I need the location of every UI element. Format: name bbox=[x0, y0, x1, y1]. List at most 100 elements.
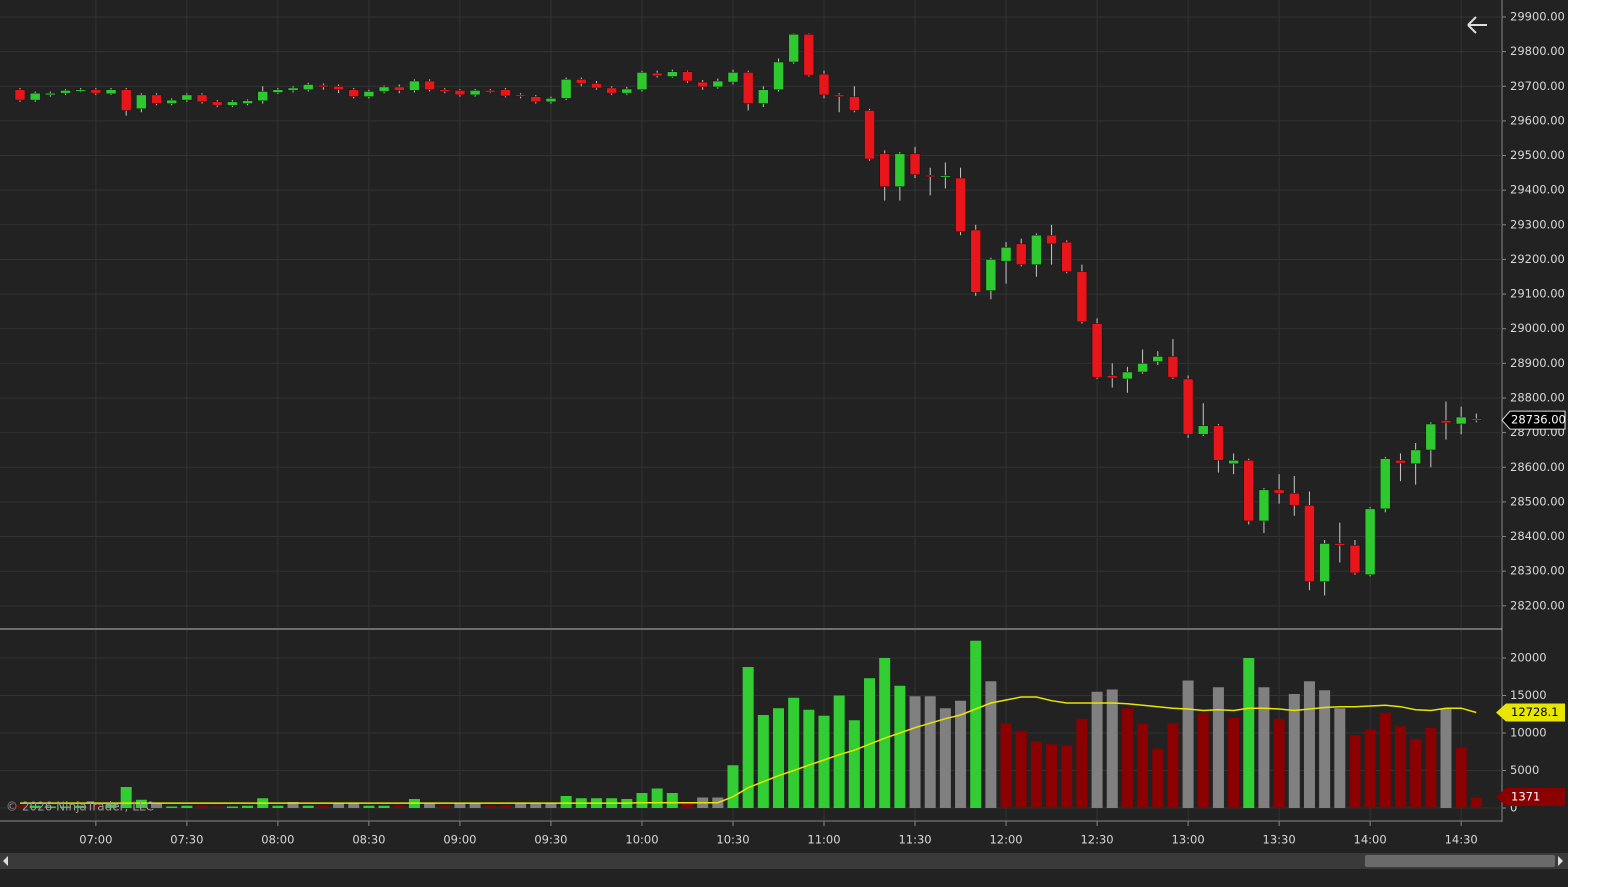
volume-bar bbox=[1455, 747, 1467, 808]
y-tick-label: 5000 bbox=[1510, 763, 1539, 777]
candle-body bbox=[1425, 423, 1437, 451]
candle-body bbox=[1198, 425, 1209, 435]
volume-bar bbox=[773, 708, 784, 808]
candle-body bbox=[788, 34, 799, 63]
x-tick-label: 12:00 bbox=[989, 833, 1022, 847]
y-tick-label: 0 bbox=[1510, 800, 1517, 814]
candle-body bbox=[1213, 425, 1224, 461]
y-tick-label: 20000 bbox=[1510, 650, 1547, 664]
volume-bar bbox=[1091, 691, 1103, 808]
y-tick-label: 29900.00 bbox=[1510, 9, 1565, 23]
candle-body bbox=[394, 86, 405, 91]
x-tick-label: 11:30 bbox=[898, 833, 931, 847]
candle-body bbox=[727, 72, 739, 83]
ma-marker bbox=[1496, 703, 1565, 722]
candle-body bbox=[151, 94, 162, 104]
volume-bar bbox=[1394, 726, 1406, 808]
candle-body bbox=[742, 72, 754, 104]
labels: 28200.00 28300.00 28400.00 28500.00 28600.00… bbox=[79, 9, 1566, 846]
candle-body bbox=[1304, 505, 1315, 582]
volume-bar bbox=[864, 678, 876, 808]
volume-bar bbox=[1197, 712, 1209, 808]
volume-bar bbox=[788, 697, 800, 808]
volume-bar bbox=[1440, 708, 1452, 808]
candle-body bbox=[515, 94, 526, 97]
volume-bar bbox=[833, 695, 845, 808]
candle-body bbox=[1167, 356, 1179, 378]
candle-body bbox=[378, 86, 390, 92]
x-tick-label: 08:00 bbox=[261, 833, 294, 847]
volume-bar bbox=[1000, 723, 1012, 808]
candle-body bbox=[257, 91, 268, 102]
volume-bar bbox=[226, 806, 238, 808]
y-tick-label: 29200.00 bbox=[1510, 252, 1565, 266]
candle-body bbox=[1091, 323, 1103, 378]
candle-body bbox=[909, 153, 921, 175]
volume-bar bbox=[120, 786, 132, 808]
candle-body bbox=[485, 90, 496, 93]
scroll-left[interactable] bbox=[3, 856, 8, 866]
volume-bar bbox=[545, 802, 557, 808]
volume-bar bbox=[211, 806, 223, 808]
candle-body bbox=[1380, 458, 1391, 510]
candle-body bbox=[985, 259, 997, 291]
x-tick-label: 11:00 bbox=[807, 833, 840, 847]
volume-bar bbox=[1152, 748, 1164, 808]
volume-bar bbox=[1061, 745, 1073, 808]
y-tick-label: 29500.00 bbox=[1510, 148, 1565, 162]
candle-body bbox=[955, 177, 966, 232]
candle-body bbox=[90, 89, 102, 94]
scrollbar-thumb[interactable] bbox=[1365, 855, 1555, 867]
volume-bar bbox=[742, 666, 754, 808]
volume-bar bbox=[333, 802, 345, 808]
volume-bar bbox=[166, 806, 178, 808]
candle-body bbox=[1243, 460, 1255, 522]
back-button[interactable] bbox=[1467, 16, 1487, 34]
candle-body bbox=[818, 73, 830, 96]
volume-bar bbox=[1349, 735, 1361, 808]
volume-bar bbox=[1106, 689, 1118, 808]
volume-bar bbox=[560, 795, 572, 808]
candle-body bbox=[302, 84, 314, 90]
candle-body bbox=[242, 100, 253, 104]
volume-bar bbox=[196, 805, 208, 808]
volume-bar bbox=[727, 765, 739, 808]
volume-bar bbox=[1243, 657, 1255, 808]
volume-bar bbox=[848, 720, 860, 808]
volume-bar bbox=[1470, 797, 1482, 808]
candle-body bbox=[758, 89, 769, 104]
y-tick-label: 28800.00 bbox=[1510, 390, 1565, 404]
volume-bar bbox=[651, 788, 663, 808]
y-tick-label: 28900.00 bbox=[1510, 356, 1565, 370]
scroll-right[interactable] bbox=[1558, 856, 1563, 866]
scrollbar[interactable] bbox=[0, 853, 1568, 869]
volume-bar bbox=[242, 805, 254, 808]
candle-body bbox=[1015, 243, 1027, 265]
volume-bar bbox=[393, 805, 405, 808]
volume-bar bbox=[469, 802, 481, 808]
volume-bar bbox=[530, 802, 542, 808]
candle-body bbox=[166, 99, 177, 104]
candle-body bbox=[621, 88, 633, 94]
y-tick-label: 29700.00 bbox=[1510, 79, 1565, 93]
volume-bar bbox=[151, 803, 163, 808]
volume-bar bbox=[985, 681, 997, 808]
volume-bar bbox=[317, 805, 329, 808]
candle-body bbox=[439, 89, 451, 92]
candle-body bbox=[227, 101, 238, 106]
candle-body bbox=[454, 90, 466, 96]
volume-bar bbox=[970, 640, 982, 808]
x-tick-label: 10:30 bbox=[716, 833, 749, 847]
candle-body bbox=[530, 96, 542, 103]
candle-body bbox=[560, 79, 572, 99]
y-tick-label: 29800.00 bbox=[1510, 44, 1565, 58]
y-tick-label: 29600.00 bbox=[1510, 113, 1565, 127]
volume-bar bbox=[909, 696, 921, 808]
candle-body bbox=[864, 110, 875, 160]
candle-body bbox=[272, 89, 284, 93]
volume-bar bbox=[484, 805, 496, 808]
volume-bar bbox=[1288, 693, 1300, 808]
x-tick-label: 13:00 bbox=[1172, 833, 1205, 847]
candle-body bbox=[1334, 543, 1346, 546]
